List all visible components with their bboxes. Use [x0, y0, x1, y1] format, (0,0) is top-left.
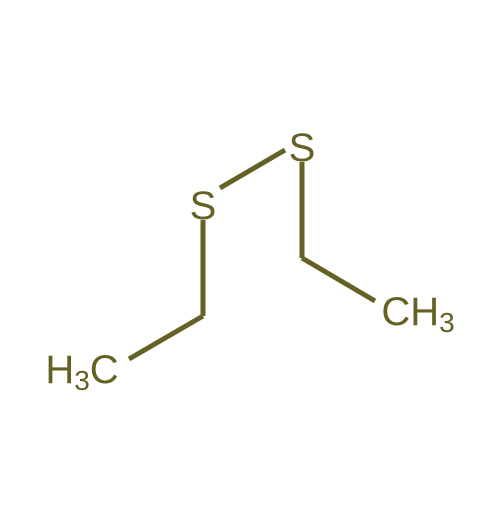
atom-ch3-left-sub: 3 [74, 365, 90, 396]
bond-ch2-ch3-right [302, 258, 375, 301]
bond-s-s [220, 150, 285, 188]
atom-ch3-right-ch: CH [381, 290, 439, 334]
atom-ch3-right-sub: 3 [439, 307, 455, 338]
atom-s-left: S [190, 184, 217, 228]
atom-s-right: S [289, 126, 316, 170]
atom-ch3-left-h: H [45, 348, 74, 392]
bond-ch2-ch3-left [129, 316, 203, 359]
atom-ch3-left: H3C [45, 348, 118, 396]
molecule-canvas: S S H3C CH3 [0, 0, 500, 500]
bonds-group [129, 150, 375, 359]
atom-ch3-right: CH3 [381, 290, 454, 338]
atom-ch3-left-c: C [90, 348, 119, 392]
atoms-group: S S H3C CH3 [45, 126, 454, 396]
